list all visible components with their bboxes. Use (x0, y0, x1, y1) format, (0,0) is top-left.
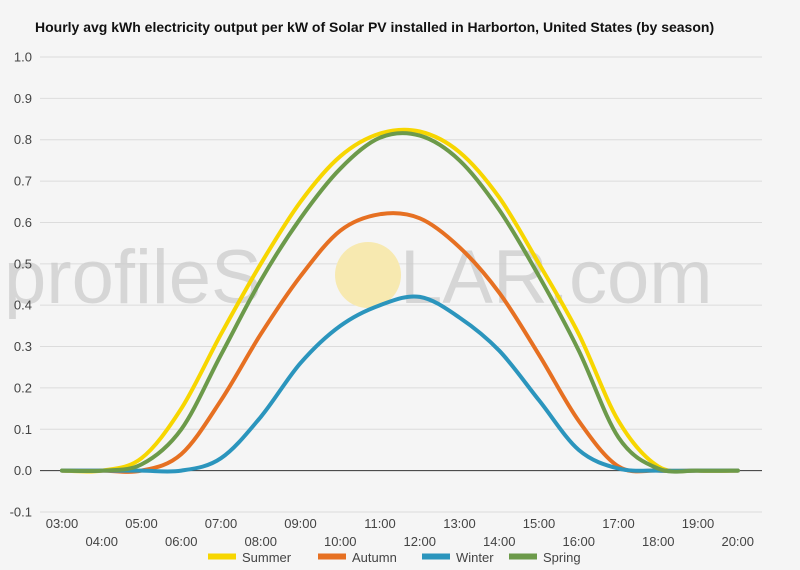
x-tick-label: 16:00 (562, 534, 595, 549)
x-tick-label: 14:00 (483, 534, 516, 549)
series-line-autumn (60, 211, 740, 474)
x-tick-label: 04:00 (85, 534, 118, 549)
legend-label: Autumn (352, 550, 397, 565)
x-tick-label: 07:00 (205, 516, 238, 531)
legend: Summer Autumn Winter Spring (208, 550, 581, 565)
chart-title: Hourly avg kWh electricity output per kW… (35, 19, 714, 35)
x-tick-label: 09:00 (284, 516, 317, 531)
series-lines (60, 127, 740, 474)
y-tick-label: 0.9 (14, 91, 32, 106)
watermark-text-left: profileS (4, 235, 262, 320)
y-axis-ticks: 1.0 0.9 0.8 0.7 0.6 0.5 0.4 0.3 0.2 0.1 0.0 -0.1 (10, 50, 32, 520)
legend-item-summer[interactable]: Summer (208, 550, 292, 565)
y-tick-label: 0.2 (14, 380, 32, 395)
legend-label: Spring (543, 550, 581, 565)
watermark-sun-icon (335, 242, 401, 308)
y-tick-label: -0.1 (10, 505, 32, 520)
legend-item-autumn[interactable]: Autumn (318, 550, 397, 565)
x-tick-label: 05:00 (125, 516, 158, 531)
x-axis-ticks: 03:00 04:00 05:00 06:00 07:00 08:00 09:00 10:00… (46, 516, 754, 549)
legend-item-winter[interactable]: Winter (422, 550, 494, 565)
y-tick-label: 0.5 (14, 256, 32, 271)
x-tick-label: 19:00 (682, 516, 715, 531)
legend-label: Winter (456, 550, 494, 565)
legend-swatch (422, 553, 450, 560)
x-tick-label: 17:00 (602, 516, 635, 531)
x-tick-label: 12:00 (403, 534, 436, 549)
x-tick-label: 03:00 (46, 516, 79, 531)
y-tick-label: 0.6 (14, 215, 32, 230)
x-tick-label: 11:00 (364, 516, 396, 531)
y-tick-label: 0.7 (14, 174, 32, 189)
y-tick-label: 0.8 (14, 132, 32, 147)
x-tick-label: 10:00 (324, 534, 357, 549)
x-tick-label: 13:00 (443, 516, 476, 531)
y-tick-label: 0.4 (14, 298, 32, 313)
legend-swatch (509, 553, 537, 560)
legend-label: Summer (242, 550, 292, 565)
watermark: profileS LAR.com (4, 235, 713, 320)
x-tick-label: 08:00 (244, 534, 277, 549)
legend-swatch (318, 553, 346, 560)
x-tick-label: 06:00 (165, 534, 198, 549)
y-tick-label: 0.1 (14, 422, 32, 437)
series-line-spring (60, 131, 740, 474)
legend-item-spring[interactable]: Spring (509, 550, 581, 565)
y-tick-label: 0.3 (14, 339, 32, 354)
x-tick-label: 20:00 (721, 534, 754, 549)
series-line-winter (60, 294, 740, 474)
x-tick-label: 18:00 (642, 534, 675, 549)
legend-swatch (208, 553, 236, 560)
y-tick-label: 1.0 (14, 50, 32, 65)
y-tick-label: 0.0 (14, 463, 32, 478)
series-line-summer (60, 127, 740, 474)
x-tick-label: 15:00 (523, 516, 556, 531)
